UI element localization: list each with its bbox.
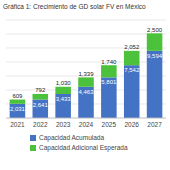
grid-line — [6, 34, 166, 35]
data-label: 1,740 — [101, 59, 117, 65]
bar — [101, 77, 117, 118]
bar — [10, 104, 26, 118]
bar — [124, 51, 140, 65]
bar — [101, 65, 117, 77]
bar — [33, 94, 49, 100]
data-label: 3,433 — [56, 96, 72, 102]
x-tick-label: 2027 — [147, 121, 162, 128]
bar — [33, 100, 49, 118]
chart-container: Gráfica 1: Crecimiento de GD solar FV en… — [0, 0, 170, 170]
bar — [124, 65, 140, 118]
data-label: 1,030 — [56, 80, 72, 86]
x-tick-label: 2024 — [79, 121, 94, 128]
grid-line — [6, 48, 166, 49]
x-tick-label: 2026 — [124, 121, 139, 128]
title: Gráfica 1: Crecimiento de GD solar FV en… — [3, 3, 146, 10]
data-label: 1,339 — [78, 71, 94, 77]
data-label: 5,801 — [101, 79, 117, 85]
bar — [55, 94, 71, 118]
legend-swatch — [30, 145, 36, 151]
x-tick-label: 2022 — [33, 121, 48, 128]
x-tick-label: 2021 — [10, 121, 25, 128]
data-label: 9,594 — [147, 53, 163, 59]
legend-swatch — [30, 135, 36, 141]
grid-line — [6, 118, 166, 119]
bar — [78, 87, 94, 118]
bar — [147, 51, 163, 118]
grid-line — [6, 20, 166, 21]
x-axis — [6, 118, 166, 119]
legend-label: Capacidad Adicional Esperada — [39, 144, 128, 152]
data-label: 7,542 — [124, 67, 140, 73]
data-label: 2,641 — [33, 102, 49, 108]
bar — [78, 77, 94, 86]
bar — [55, 87, 71, 94]
bar — [147, 33, 163, 51]
x-tick-label: 2023 — [56, 121, 71, 128]
data-label: 2,031 — [10, 106, 26, 112]
y-range — [6, 20, 7, 118]
bars — [10, 33, 163, 118]
data-labels: 2,031 2,641 3,433 4,463 5,801 7,542 9,594 609 79… — [10, 27, 163, 112]
data-label: 2,500 — [147, 27, 163, 33]
data-label: 792 — [35, 87, 46, 93]
legend-label: Capacidad Acumulada — [39, 134, 104, 142]
bar — [10, 100, 26, 104]
x-tick-label: 2025 — [102, 121, 117, 128]
grid-line — [6, 62, 166, 63]
data-label: 4,463 — [78, 89, 94, 95]
data-label: 609 — [12, 93, 23, 99]
chart-svg: Gráfica 1: Crecimiento de GD solar FV en… — [0, 0, 170, 170]
data-label: 2,052 — [124, 44, 140, 50]
